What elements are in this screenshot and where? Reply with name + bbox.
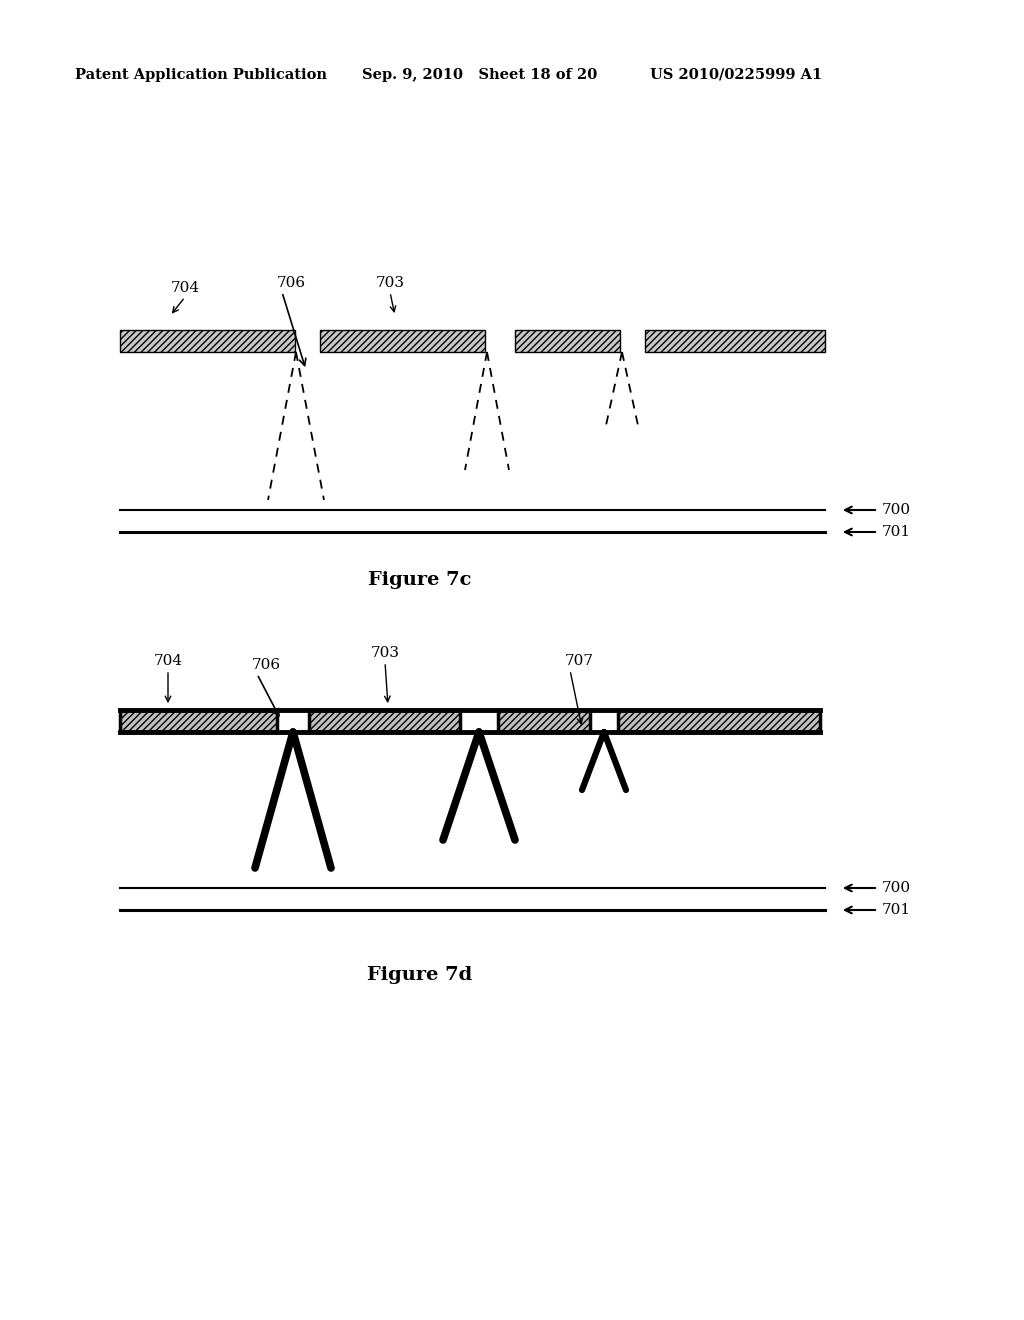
- Text: 706: 706: [278, 276, 306, 290]
- Text: 704: 704: [154, 653, 182, 668]
- Text: 706: 706: [252, 657, 282, 672]
- Text: 704: 704: [170, 281, 200, 294]
- Bar: [515, 330, 620, 352]
- Text: 701: 701: [882, 903, 911, 917]
- Bar: [618, 710, 820, 733]
- Bar: [120, 330, 295, 352]
- Text: 703: 703: [376, 276, 404, 290]
- Text: 701: 701: [882, 525, 911, 539]
- Text: US 2010/0225999 A1: US 2010/0225999 A1: [650, 69, 822, 82]
- Text: 700: 700: [882, 880, 911, 895]
- Text: 703: 703: [371, 645, 399, 660]
- Text: 707: 707: [565, 653, 594, 668]
- Text: 700: 700: [882, 503, 911, 517]
- Text: Patent Application Publication: Patent Application Publication: [75, 69, 327, 82]
- Text: Figure 7c: Figure 7c: [369, 572, 472, 589]
- Bar: [120, 710, 278, 733]
- Bar: [498, 710, 590, 733]
- Text: Sep. 9, 2010   Sheet 18 of 20: Sep. 9, 2010 Sheet 18 of 20: [362, 69, 597, 82]
- Bar: [309, 710, 460, 733]
- Bar: [645, 330, 825, 352]
- Text: Figure 7d: Figure 7d: [368, 966, 473, 983]
- Bar: [319, 330, 485, 352]
